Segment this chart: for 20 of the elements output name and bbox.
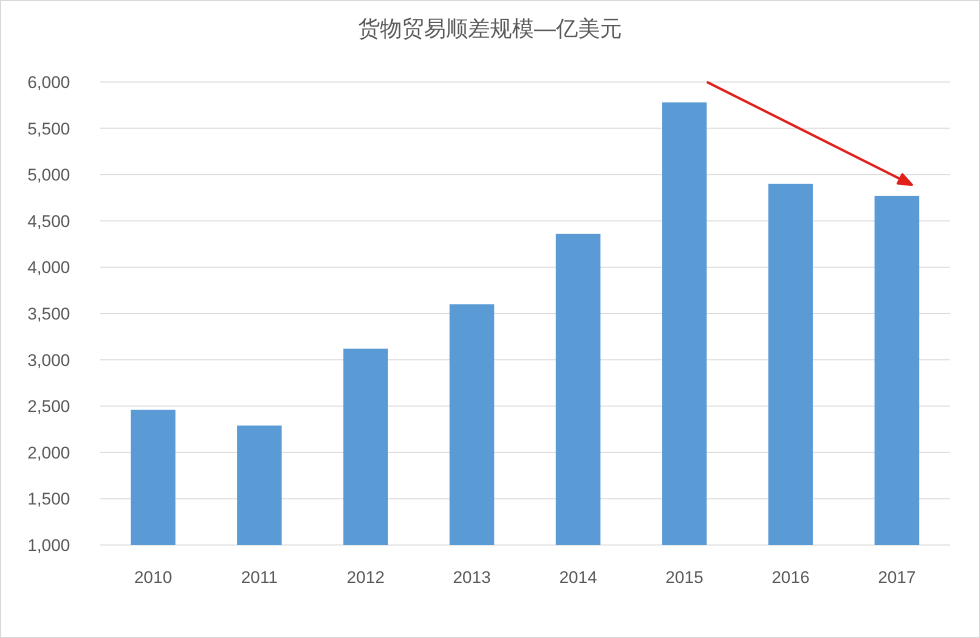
- ytick-label: 2,000: [27, 443, 70, 462]
- xtick-label: 2016: [772, 568, 810, 587]
- ytick-label: 4,500: [27, 212, 70, 231]
- xtick-label: 2011: [241, 568, 278, 587]
- ytick-label: 5,500: [27, 119, 70, 138]
- ytick-label: 3,000: [27, 350, 70, 370]
- xtick-label: 2012: [346, 568, 385, 587]
- xtick-label: 2013: [452, 568, 491, 587]
- ytick-label: 1,000: [27, 536, 70, 555]
- title: 货物贸易顺差规模—亿美元: [358, 16, 622, 41]
- ytick-label: 5,000: [27, 166, 70, 185]
- ytick-label: 1,500: [27, 490, 70, 509]
- ytick-label: 4,000: [27, 258, 70, 278]
- ytick-label: 3,500: [27, 304, 70, 324]
- xtick-label: 2015: [665, 568, 704, 587]
- ytick-label: 2,500: [27, 397, 70, 416]
- xtick-label: 2014: [559, 568, 598, 587]
- xtick-label: 2017: [878, 568, 916, 587]
- ytick-label: 6,000: [27, 73, 70, 92]
- xtick-label: 2010: [134, 568, 172, 587]
